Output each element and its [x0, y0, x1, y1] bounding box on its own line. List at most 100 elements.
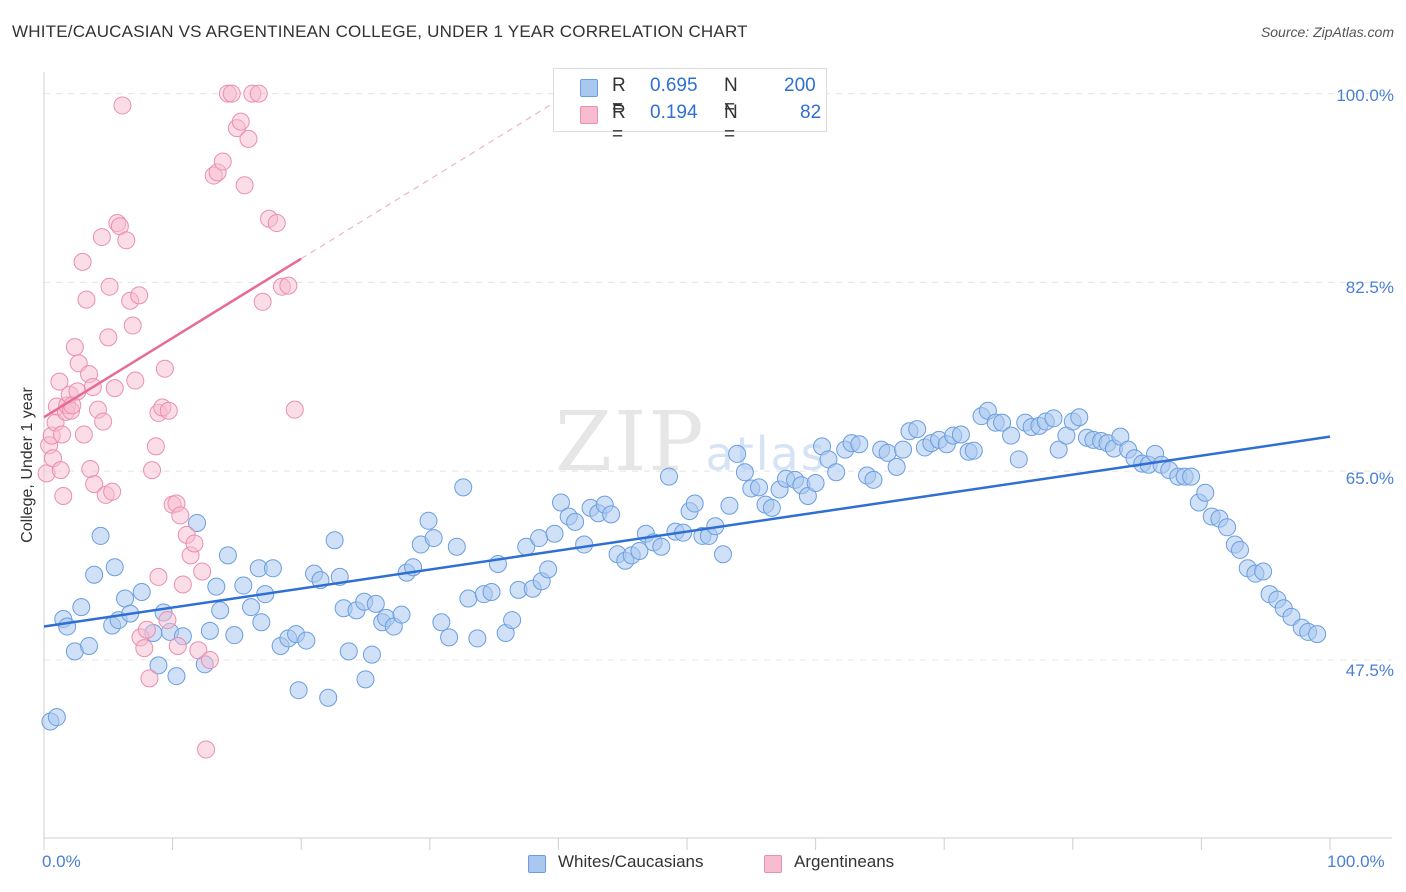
data-point-whites [211, 601, 230, 620]
source-label: Source: ZipAtlas.com [1260, 24, 1394, 40]
data-point-whites [539, 560, 558, 579]
data-point-whites [419, 511, 438, 530]
y-tick-label: 47.5% [1345, 661, 1394, 680]
data-point-whites [167, 667, 186, 686]
legend-r-value: 0.695 [650, 75, 698, 96]
data-point-whites [440, 628, 459, 647]
legend-swatch-whites [580, 79, 598, 97]
data-point-whites [659, 467, 678, 486]
data-point-whites [720, 496, 739, 515]
data-point-argentineans [73, 252, 92, 271]
data-point-argentineans [92, 228, 111, 247]
series-whites-points [41, 401, 1327, 731]
chart-title: WHITE/CAUCASIAN VS ARGENTINEAN COLLEGE, … [12, 22, 748, 41]
data-point-argentineans [158, 611, 177, 630]
data-point-whites [685, 494, 704, 513]
data-point-whites [1049, 440, 1068, 459]
data-point-argentineans [99, 328, 118, 347]
data-point-whites [964, 441, 983, 460]
data-point-whites [252, 613, 271, 632]
data-point-whites [149, 656, 168, 675]
data-point-whites [225, 626, 244, 645]
data-point-argentineans [197, 740, 216, 759]
trend-lines [43, 257, 1331, 628]
data-point-whites [652, 537, 671, 556]
data-point-argentineans [105, 379, 124, 398]
data-point-whites [1196, 483, 1215, 502]
data-point-argentineans [171, 506, 190, 525]
data-point-argentineans [285, 400, 304, 419]
data-point-argentineans [249, 84, 268, 103]
data-point-argentineans [143, 461, 162, 480]
data-point-whites [85, 565, 104, 584]
bottom-legend-swatch-whites [528, 855, 546, 873]
data-point-argentineans [213, 152, 232, 171]
data-point-whites [319, 688, 338, 707]
data-point-whites [218, 546, 237, 565]
trend-line-argentineans [43, 257, 302, 419]
data-point-whites [864, 470, 883, 489]
legend-n-value: 200 [784, 75, 816, 96]
data-point-whites [432, 613, 451, 632]
data-point-whites [1182, 467, 1201, 486]
data-point-whites [908, 420, 927, 439]
data-point-whites [132, 583, 151, 602]
data-point-argentineans [140, 669, 159, 688]
axes [43, 72, 1392, 850]
data-point-whites [850, 435, 869, 454]
data-point-whites [297, 631, 316, 650]
data-point-whites [289, 681, 308, 700]
watermark-main: ZIP [555, 395, 706, 490]
trend-line-whites [43, 435, 1331, 628]
data-point-whites [454, 478, 473, 497]
data-point-argentineans [173, 575, 192, 594]
legend-r-label: R = [612, 102, 626, 145]
data-point-argentineans [65, 338, 84, 357]
legend-r-value: 0.194 [650, 102, 698, 123]
data-point-whites [1044, 409, 1063, 428]
data-point-argentineans [94, 412, 113, 431]
legend-n-label: N = [724, 102, 738, 145]
data-point-whites [482, 583, 501, 602]
data-point-whites [200, 621, 219, 640]
trend-extensions [300, 99, 559, 260]
data-point-argentineans [279, 276, 298, 295]
data-point-argentineans [123, 316, 142, 335]
data-point-whites [503, 611, 522, 630]
data-point-whites [714, 545, 733, 564]
data-point-argentineans [50, 372, 69, 391]
data-point-whites [80, 636, 99, 655]
data-point-whites [1070, 408, 1089, 427]
data-point-whites [72, 598, 91, 617]
data-point-whites [1009, 450, 1028, 469]
data-point-whites [91, 526, 110, 545]
data-point-whites [116, 589, 135, 608]
data-point-argentineans [81, 460, 100, 479]
legend-n-value: 82 [800, 102, 822, 123]
y-tick-label: 65.0% [1345, 469, 1394, 488]
data-point-argentineans [168, 636, 187, 655]
bottom-legend-swatch-argentineans [764, 855, 782, 873]
data-point-argentineans [189, 641, 208, 660]
data-point-argentineans [100, 277, 119, 296]
data-point-argentineans [200, 650, 219, 669]
data-point-argentineans [103, 482, 122, 501]
data-point-whites [47, 708, 66, 727]
data-point-argentineans [253, 292, 272, 311]
data-point-whites [339, 642, 358, 661]
data-point-whites [566, 512, 585, 531]
legend: R = 0.695 N = 200 R = 0.194 N = 82 [553, 68, 827, 145]
data-point-whites [545, 524, 564, 543]
data-point-whites [325, 531, 344, 550]
data-point-argentineans [159, 401, 178, 420]
data-point-whites [530, 529, 549, 548]
data-point-whites [1308, 625, 1327, 644]
data-point-argentineans [231, 112, 250, 131]
data-point-whites [58, 617, 77, 636]
legend-r-label: R = [612, 75, 626, 118]
data-point-argentineans [53, 425, 72, 444]
watermark: ZIPatlas [555, 395, 827, 490]
data-point-whites [728, 444, 747, 463]
data-point-argentineans [74, 425, 93, 444]
